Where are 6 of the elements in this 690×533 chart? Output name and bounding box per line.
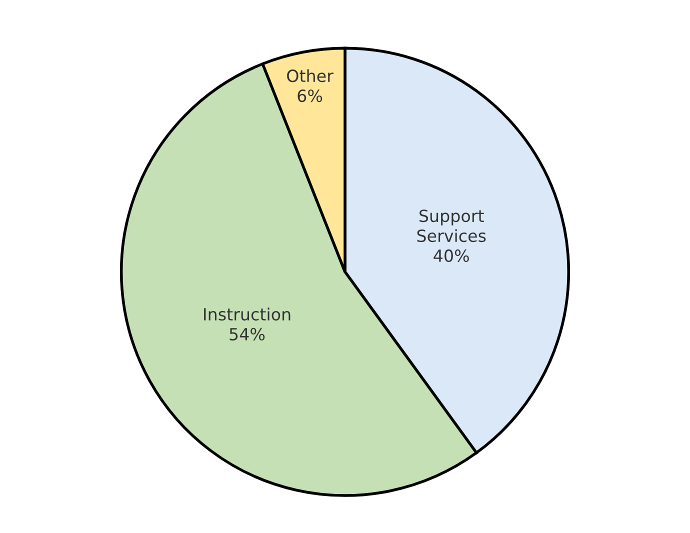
slice-label: Support Services [417,210,486,242]
data-label: 40% [434,249,469,262]
slice-label: Instruction [204,308,290,321]
data-label: 54% [230,328,265,341]
slice-label: Other [287,69,334,82]
data-label: 6% [298,89,322,102]
